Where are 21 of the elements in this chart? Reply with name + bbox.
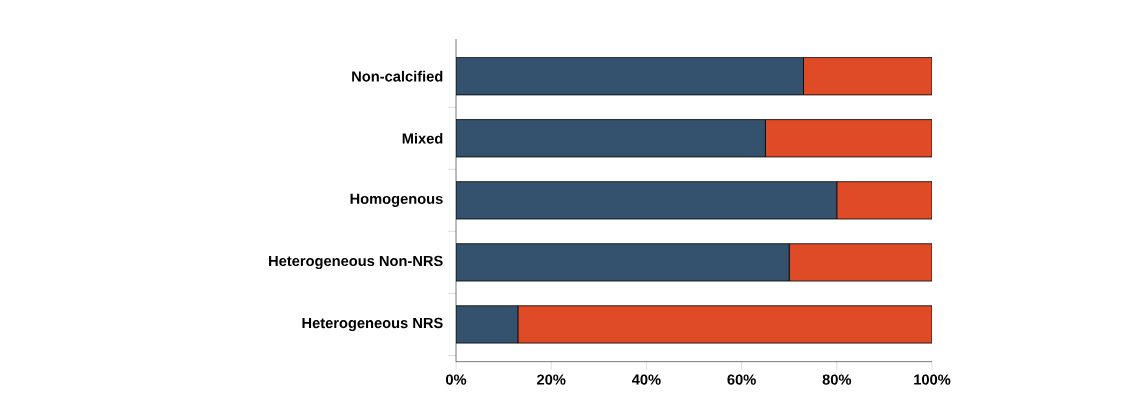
y-tick-label: Homogenous	[350, 193, 443, 207]
y-tick-label: Heterogeneous Non-NRS	[269, 255, 443, 270]
y-tick-label: Non-calcified	[352, 70, 443, 82]
x-tick-label: 100%	[914, 374, 951, 385]
bar	[517, 305, 933, 344]
y-tick-label: Mixed	[402, 132, 443, 144]
x-tick-label: 80%	[822, 374, 852, 385]
bar	[836, 181, 933, 220]
x-tick-label: 20%	[537, 374, 566, 385]
x-tick-label: 60%	[727, 374, 756, 385]
bar	[456, 243, 790, 282]
bar	[765, 119, 933, 158]
bar	[456, 119, 766, 158]
bar	[803, 57, 933, 96]
bar	[456, 181, 838, 220]
bar	[456, 305, 519, 344]
y-tick-label: Heterogeneous NRS	[302, 317, 443, 332]
bar	[456, 57, 804, 96]
x-tick-label: 40%	[631, 374, 661, 385]
bar	[788, 243, 933, 282]
x-tick-label: 0%	[445, 374, 467, 385]
